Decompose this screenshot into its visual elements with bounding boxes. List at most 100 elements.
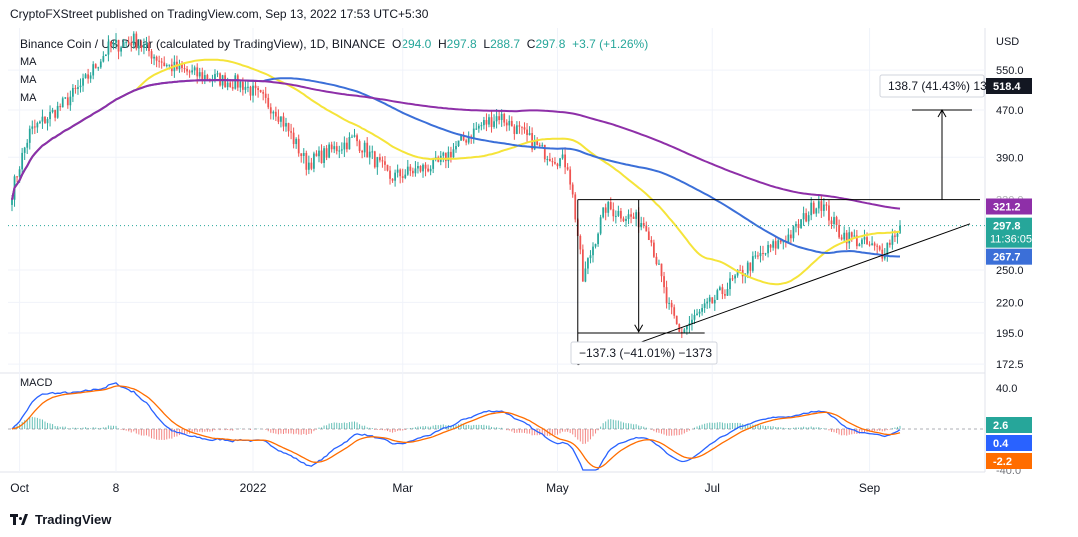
candle-body [655,256,658,265]
ma-label-50[interactable]: MA [20,56,37,68]
measure-up-arrowhead [937,108,947,118]
badge-last-bg [986,217,1032,248]
candle-body [41,116,44,122]
candle-body [726,289,729,296]
candle-body [607,202,610,213]
drawings: 138.7 (41.43%) 138 −137.3 (−41.01%) −1373 [8,74,994,366]
ma-label-100[interactable]: MA [20,74,37,86]
candle-body [592,246,594,256]
candle-body [302,153,305,156]
candle-body [323,148,325,163]
badge-target-bg [986,78,1032,94]
candle-body [688,323,691,326]
candle-body [419,166,422,172]
time-tick-4: May [546,481,569,495]
candle-body [658,263,660,265]
candle-body [693,315,696,320]
candle-body [660,263,663,277]
candle-body [754,255,757,257]
candle-body [44,116,46,124]
candle-body [295,138,298,145]
candle-body [886,242,889,256]
candle-body [762,253,764,255]
candle-body [371,151,374,153]
candle-body [675,315,678,325]
macd-label[interactable]: MACD [20,377,53,389]
price-tick-5: 195.0 [996,328,1024,340]
candle-body [673,307,676,316]
candle-body [432,158,435,169]
badge-ma100: 267.7 [993,252,1021,264]
candle-body [564,154,566,168]
candle-body [630,214,632,217]
candle-body [343,142,346,150]
candle-body [340,149,343,151]
candle-body [830,220,833,225]
candle-body [802,213,805,220]
candle-body [472,128,475,139]
candle-body [488,117,490,125]
candle-body [637,212,640,228]
candle-body [663,276,665,288]
candle-body [767,244,769,254]
badge-countdown: 11:36:05 [990,234,1032,246]
candle-body [543,144,546,160]
low-value: 288.7 [490,37,521,51]
badge-last: 297.8 [993,221,1021,233]
candle-body [807,215,810,222]
candle-body [835,217,838,226]
candle-body [320,150,323,163]
candle-body [455,146,457,150]
candle-body [396,169,399,173]
candle-body [500,114,503,121]
candle-body [23,147,26,153]
badge-signal-bg [986,453,1032,469]
measure-down-arrowhead [634,324,644,333]
candle-body [368,151,371,158]
candle-body [493,121,495,127]
price-tick-6: 172.5 [996,359,1024,371]
candle-body [713,299,716,304]
candle-body [277,116,280,122]
candle-body [556,163,559,167]
candle-body [640,223,643,228]
candle-body [749,262,752,271]
badge-ma200: 321.2 [993,201,1021,213]
candle-body [653,242,655,257]
symbol-title[interactable]: Binance Coin / US Dollar (calculated by … [20,37,386,51]
candle-body [480,125,483,127]
candle-body [310,162,313,169]
candle-body [406,166,409,175]
close-label: C [526,37,536,51]
ma-label-200[interactable]: MA [20,92,37,104]
candle-body [878,246,881,250]
price-tick-4: 220.0 [996,297,1024,309]
candle-body [594,244,597,247]
candle-body [579,235,582,250]
candle-body [678,324,681,332]
candle-body [604,207,607,213]
candle-body [627,214,630,219]
badge-macd-hist-bg [986,417,1032,433]
candle-body [894,235,896,237]
low-label: L [483,37,491,51]
candle-body [521,126,523,128]
tradingview-logo[interactable]: TradingView [10,512,111,527]
candle-body [315,153,318,157]
candle-body [797,224,800,228]
candle-body [622,218,625,221]
badge-macd-bg [986,435,1032,451]
candle-body [840,237,843,240]
price-tick-2: 390.0 [996,152,1024,164]
candle-body [855,235,858,247]
candle-body [503,114,506,123]
candle-body [353,135,356,137]
candle-body [576,219,579,236]
candle-body [31,126,34,129]
close-value: 297.8 [535,37,566,51]
candle-body [363,142,366,153]
candle-body [313,153,315,169]
signal-line [11,385,901,469]
candle-body [736,269,739,276]
candle-body [51,109,54,112]
